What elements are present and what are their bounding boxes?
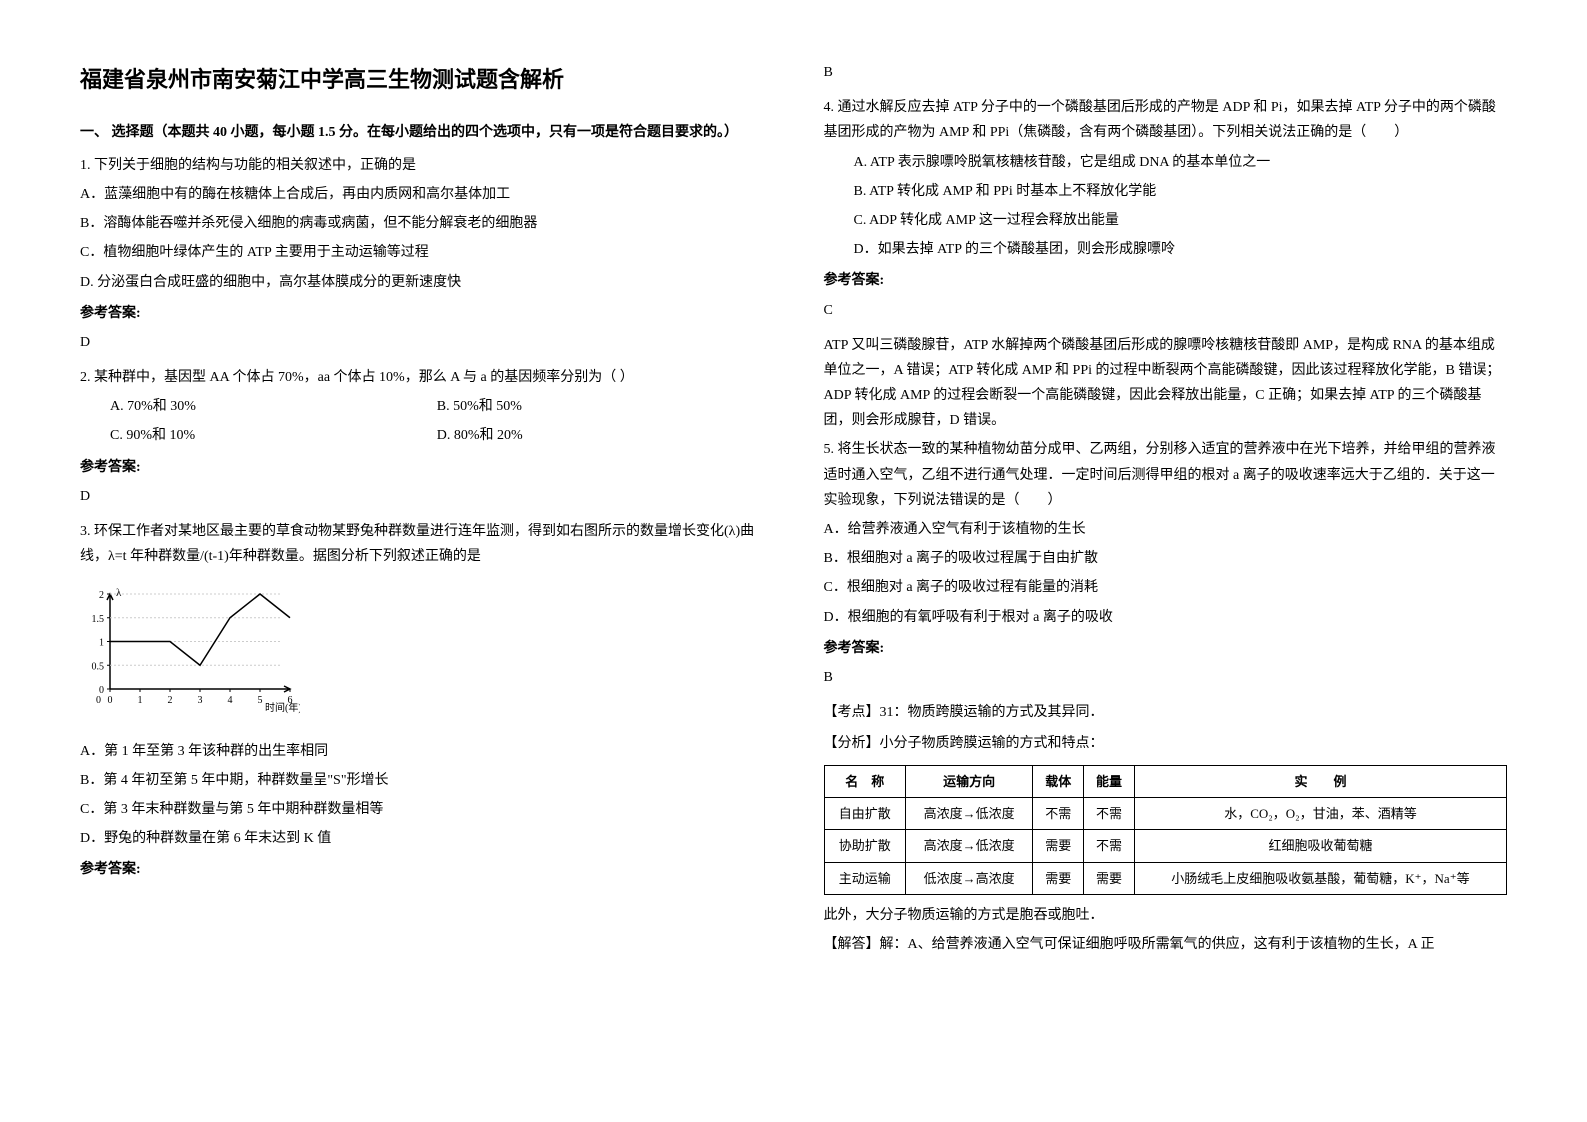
q3-optC: C．第 3 年末种群数量与第 5 年中期种群数量相等 <box>80 797 764 822</box>
table-header: 载体 <box>1033 765 1084 797</box>
section-header: 一、 选择题（本题共 40 小题，每小题 1.5 分。在每小题给出的四个选项中，… <box>80 120 764 145</box>
line-chart-svg: 00.511.520123456λ时间(年)0 <box>80 584 300 714</box>
q4-stem: 4. 通过水解反应去掉 ATP 分子中的一个磷酸基团后形成的产物是 ADP 和 … <box>824 95 1508 145</box>
svg-text:1: 1 <box>138 695 143 706</box>
q3-optB: B．第 4 年初至第 5 年中期，种群数量呈"S"形增长 <box>80 768 764 793</box>
q3-optA: A．第 1 年至第 3 年该种群的出生率相同 <box>80 739 764 764</box>
q3-stem: 3. 环保工作者对某地区最主要的草食动物某野兔种群数量进行连年监测，得到如右图所… <box>80 519 764 569</box>
q5-point: 【考点】31：物质跨膜运输的方式及其异同． <box>824 700 1508 725</box>
right-column: B 4. 通过水解反应去掉 ATP 分子中的一个磷酸基团后形成的产物是 ADP … <box>824 60 1508 961</box>
q4-explanation: ATP 又叫三磷酸腺苷，ATP 水解掉两个磷酸基团后形成的腺嘌呤核糖核苷酸即 A… <box>824 333 1508 434</box>
q2-optA: A. 70%和 30% <box>80 394 437 419</box>
table-cell: 小肠绒毛上皮细胞吸收氨基酸，葡萄糖，K⁺，Na⁺等 <box>1134 862 1506 894</box>
left-column: 福建省泉州市南安菊江中学高三生物测试题含解析 一、 选择题（本题共 40 小题，… <box>80 60 764 961</box>
q2-stem: 2. 某种群中，基因型 AA 个体占 70%，aa 个体占 10%，那么 A 与… <box>80 365 764 390</box>
q1-answer-label: 参考答案: <box>80 301 764 326</box>
q2-answer-label: 参考答案: <box>80 455 764 480</box>
q3-answer: B <box>824 60 1508 85</box>
q5-note: 此外，大分子物质运输的方式是胞吞或胞吐． <box>824 903 1508 928</box>
table-header: 能量 <box>1084 765 1135 797</box>
table-cell: 不需 <box>1084 797 1135 829</box>
q4-optC: C. ADP 转化成 AMP 这一过程会释放出能量 <box>824 208 1508 233</box>
table-cell: 需要 <box>1033 830 1084 862</box>
svg-text:4: 4 <box>228 695 233 706</box>
svg-text:2: 2 <box>168 695 173 706</box>
table-header: 运输方向 <box>905 765 1032 797</box>
q1-optC: C．植物细胞叶绿体产生的 ATP 主要用于主动运输等过程 <box>80 240 764 265</box>
svg-text:1.5: 1.5 <box>92 614 105 625</box>
q1-optB: B．溶酶体能吞噬并杀死侵入细胞的病毒或病菌，但不能分解衰老的细胞器 <box>80 211 764 236</box>
page-title: 福建省泉州市南安菊江中学高三生物测试题含解析 <box>80 60 764 100</box>
q4-optA: A. ATP 表示腺嘌呤脱氧核糖核苷酸，它是组成 DNA 的基本单位之一 <box>824 150 1508 175</box>
q4-answer: C <box>824 298 1508 323</box>
table-cell: 需要 <box>1033 862 1084 894</box>
q5-optA: A．给营养液通入空气有利于该植物的生长 <box>824 517 1508 542</box>
svg-text:时间(年): 时间(年) <box>265 701 300 714</box>
q3-chart: 00.511.520123456λ时间(年)0 <box>80 584 764 723</box>
q2-optC: C. 90%和 10% <box>80 423 437 448</box>
transport-table: 名 称运输方向载体能量实 例 自由扩散高浓度→低浓度不需不需水，CO₂，O₂，甘… <box>824 765 1508 896</box>
table-header: 实 例 <box>1134 765 1506 797</box>
table-cell: 协助扩散 <box>824 830 905 862</box>
table-cell: 高浓度→低浓度 <box>905 797 1032 829</box>
q1-optD: D. 分泌蛋白合成旺盛的细胞中，高尔基体膜成分的更新速度快 <box>80 270 764 295</box>
table-cell: 高浓度→低浓度 <box>905 830 1032 862</box>
table-row: 主动运输低浓度→高浓度需要需要小肠绒毛上皮细胞吸收氨基酸，葡萄糖，K⁺，Na⁺等 <box>824 862 1507 894</box>
table-cell: 主动运输 <box>824 862 905 894</box>
q5-optD: D．根细胞的有氧呼吸有利于根对 a 离子的吸收 <box>824 605 1508 630</box>
table-cell: 低浓度→高浓度 <box>905 862 1032 894</box>
q1-optA: A．蓝藻细胞中有的酶在核糖体上合成后，再由内质网和高尔基体加工 <box>80 182 764 207</box>
svg-text:3: 3 <box>198 695 203 706</box>
q5-answer: B <box>824 665 1508 690</box>
table-cell: 不需 <box>1084 830 1135 862</box>
q1-answer: D <box>80 330 764 355</box>
q5-optB: B．根细胞对 a 离子的吸收过程属于自由扩散 <box>824 546 1508 571</box>
svg-text:0: 0 <box>96 695 101 706</box>
q2-optD: D. 80%和 20% <box>437 423 764 448</box>
q4-optB: B. ATP 转化成 AMP 和 PPi 时基本上不释放化学能 <box>824 179 1508 204</box>
q5-solve: 【解答】解：A、给营养液通入空气可保证细胞呼吸所需氧气的供应，这有利于该植物的生… <box>824 932 1508 957</box>
table-cell: 需要 <box>1084 862 1135 894</box>
q5-optC: C．根细胞对 a 离子的吸收过程有能量的消耗 <box>824 575 1508 600</box>
svg-text:2: 2 <box>99 590 104 601</box>
q1-stem: 1. 下列关于细胞的结构与功能的相关叙述中，正确的是 <box>80 153 764 178</box>
svg-text:λ: λ <box>116 587 122 599</box>
q5-stem: 5. 将生长状态一致的某种植物幼苗分成甲、乙两组，分别移入适宜的营养液中在光下培… <box>824 437 1508 513</box>
table-row: 自由扩散高浓度→低浓度不需不需水，CO₂，O₂，甘油，苯、酒精等 <box>824 797 1507 829</box>
q2-answer: D <box>80 484 764 509</box>
svg-text:0.5: 0.5 <box>92 662 105 673</box>
q4-answer-label: 参考答案: <box>824 268 1508 293</box>
svg-text:1: 1 <box>99 638 104 649</box>
svg-text:0: 0 <box>108 695 113 706</box>
table-cell: 自由扩散 <box>824 797 905 829</box>
svg-text:5: 5 <box>258 695 263 706</box>
table-row: 协助扩散高浓度→低浓度需要不需红细胞吸收葡萄糖 <box>824 830 1507 862</box>
q4-optD: D．如果去掉 ATP 的三个磷酸基团，则会形成腺嘌呤 <box>824 237 1508 262</box>
table-cell: 不需 <box>1033 797 1084 829</box>
table-header: 名 称 <box>824 765 905 797</box>
q5-analysis: 【分析】小分子物质跨膜运输的方式和特点： <box>824 731 1508 756</box>
q3-answer-label: 参考答案: <box>80 857 764 882</box>
table-cell: 红细胞吸收葡萄糖 <box>1134 830 1506 862</box>
table-cell: 水，CO₂，O₂，甘油，苯、酒精等 <box>1134 797 1506 829</box>
q3-optD: D．野兔的种群数量在第 6 年末达到 K 值 <box>80 826 764 851</box>
q2-optB: B. 50%和 50% <box>437 394 764 419</box>
q5-answer-label: 参考答案: <box>824 636 1508 661</box>
